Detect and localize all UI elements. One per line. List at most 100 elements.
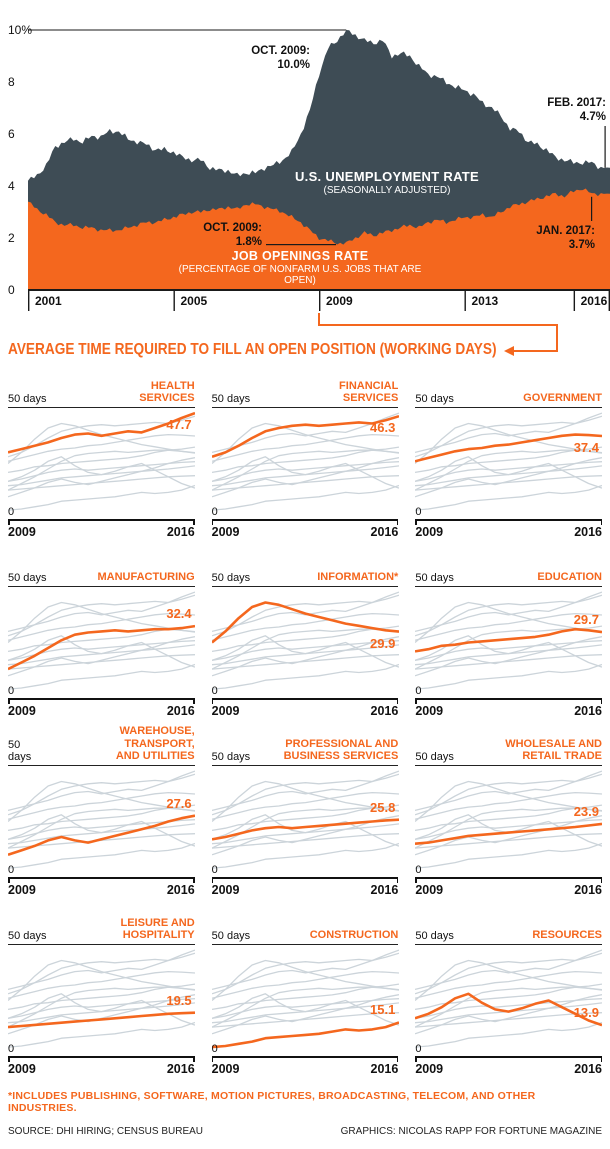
y-tick-label: 6 (8, 127, 15, 141)
y-axis-max-label: 50 days (211, 930, 251, 942)
openings-series-name: JOB OPENINGS RATE (231, 249, 369, 263)
panel-header: 50 days WHOLESALE AND RETAIL TRADE (415, 734, 602, 765)
x-axis-line (211, 698, 399, 704)
x-axis-start-label: 2009 (211, 704, 240, 718)
y-axis-zero-label: 0 (8, 864, 15, 876)
x-tick-label: 2016 (580, 294, 608, 308)
x-axis-year-labels: 2009 2016 (415, 879, 602, 897)
x-axis-year-labels: 2009 2016 (415, 1058, 602, 1076)
x-axis-end-label: 2016 (370, 883, 399, 897)
value-label: 29.7 (573, 612, 599, 628)
panel-chart: 0 25.8 (211, 765, 399, 877)
x-axis-start-label: 2009 (211, 883, 240, 897)
panel-chart: 0 47.7 (8, 407, 195, 519)
y-tick-label: 2 (8, 231, 15, 245)
y-axis-max-label: 50 days (415, 572, 454, 584)
panel-header: 50 days HEALTH SERVICES (8, 376, 195, 407)
x-axis-start-label: 2009 (8, 704, 36, 718)
openings-series-label: JOB OPENINGS RATE (PERCENTAGE OF NONFARM… (170, 249, 430, 286)
source-credit: SOURCE: DHI HIRING; CENSUS BUREAU (8, 1126, 204, 1137)
x-axis-start-label: 2009 (415, 704, 444, 718)
x-axis-end-label: 2016 (370, 1062, 399, 1076)
x-axis-line (211, 519, 399, 525)
value-label: 37.4 (573, 439, 599, 455)
x-axis-year-labels: 2009 2016 (415, 700, 602, 718)
y-axis-zero-label: 0 (8, 1043, 15, 1055)
industry-panel: 50 days WAREHOUSE, TRANSPORT, AND UTILIT… (8, 725, 195, 897)
y-axis-max-label: 50 days (415, 393, 454, 405)
unemployment-vs-openings-chart: 10% 8 6 4 2 0 2001 2005 2009 2013 2016 OCT. 2009:… (0, 0, 610, 368)
panel-chart-svg (415, 949, 603, 1048)
x-axis-end-label: 2016 (166, 525, 195, 539)
top-chart-svg (28, 29, 610, 356)
panel-chart-svg (8, 411, 195, 511)
panel-chart-svg (415, 591, 603, 690)
x-axis-line (8, 519, 195, 525)
x-tick-label: 2013 (471, 294, 499, 308)
panel-chart: 0 37.4 (415, 407, 603, 519)
x-axis-line (211, 1056, 399, 1062)
y-tick-label: 4 (8, 179, 15, 193)
y-axis-max-label: 50 days (415, 751, 454, 763)
x-axis-line (415, 698, 602, 704)
value-label: 29.9 (370, 635, 396, 651)
x-axis-end-label: 2016 (574, 883, 602, 897)
unemployment-series-name: U.S. UNEMPLOYMENT RATE (294, 169, 480, 184)
panel-title: WAREHOUSE, TRANSPORT, AND UTILITIES (115, 725, 195, 763)
x-axis-start-label: 2009 (415, 525, 444, 539)
y-axis-zero-label: 0 (8, 506, 15, 518)
panel-chart: 0 29.9 (211, 586, 399, 698)
y-axis-zero-label: 0 (415, 685, 422, 697)
value-label: 46.3 (370, 420, 396, 436)
x-axis-year-labels: 2009 2016 (8, 700, 195, 718)
panel-header: 50 days RESOURCES (415, 913, 602, 944)
value-label: 32.4 (166, 606, 192, 622)
industry-panel: 50 days HEALTH SERVICES 0 47.7 2009 2016 (8, 376, 195, 539)
panel-header: 50 days LEISURE AND HOSPITALITY (8, 913, 195, 944)
y-tick-label: 10% (8, 23, 33, 37)
panel-title: MANUFACTURING (97, 571, 195, 584)
x-tick-label: 2009 (326, 294, 353, 308)
panel-title: EDUCATION (537, 571, 602, 584)
x-axis-line (415, 519, 602, 525)
openings-series-subtitle: (PERCENTAGE OF NONFARM U.S. JOBS THAT AR… (178, 264, 422, 286)
industry-panel: 50 days CONSTRUCTION 0 15.1 2009 2016 (211, 913, 399, 1076)
panel-chart-svg (8, 591, 195, 690)
panel-title: FINANCIAL SERVICES (339, 379, 399, 405)
credits-row: SOURCE: DHI HIRING; CENSUS BUREAU GRAPHI… (0, 1114, 610, 1145)
x-axis-start-label: 2009 (8, 1062, 36, 1076)
panel-chart-svg (8, 949, 195, 1048)
y-axis-max-label: 50 days (8, 572, 47, 584)
x-tick-label: 2005 (180, 294, 208, 308)
x-axis-year-labels: 2009 2016 (212, 700, 399, 718)
panel-header: 50 days EDUCATION (415, 555, 602, 586)
x-axis-line (415, 1056, 602, 1062)
industry-panel: 50 days MANUFACTURING 0 32.4 2009 2016 (8, 555, 195, 718)
panel-title: RESOURCES (532, 929, 602, 942)
y-tick-label: 8 (8, 75, 15, 89)
panel-title: INFORMATION* (317, 571, 399, 584)
x-axis-end-label: 2016 (574, 1062, 602, 1076)
x-axis-year-labels: 2009 2016 (212, 879, 399, 897)
x-axis-end-label: 2016 (574, 525, 602, 539)
x-axis-start-label: 2009 (211, 525, 240, 539)
x-axis-year-labels: 2009 2016 (8, 1058, 195, 1076)
x-axis-start-label: 2009 (8, 883, 36, 897)
panel-chart: 0 13.9 (415, 944, 603, 1056)
panel-chart: 0 29.7 (415, 586, 603, 698)
industry-panel: 50 days LEISURE AND HOSPITALITY 0 19.5 2… (8, 913, 195, 1076)
panel-header: 50 days MANUFACTURING (8, 555, 195, 586)
panel-chart-svg (211, 412, 399, 511)
x-axis-line (415, 877, 602, 883)
x-axis-year-labels: 2009 2016 (212, 521, 399, 539)
x-axis-line (8, 877, 195, 883)
panel-title: GOVERNMENT (523, 392, 602, 405)
y-axis-max-label: 50 days (8, 393, 47, 405)
panel-header: 50 days INFORMATION* (212, 555, 399, 586)
y-axis-zero-label: 0 (415, 864, 422, 876)
annotation-jan-2017-openings: JAN. 2017: 3.7% (536, 225, 595, 252)
y-axis-zero-label: 0 (211, 506, 218, 518)
x-axis-year-labels: 2009 2016 (212, 1058, 399, 1076)
x-axis-end-label: 2016 (370, 704, 399, 718)
panel-chart-svg (8, 770, 195, 869)
